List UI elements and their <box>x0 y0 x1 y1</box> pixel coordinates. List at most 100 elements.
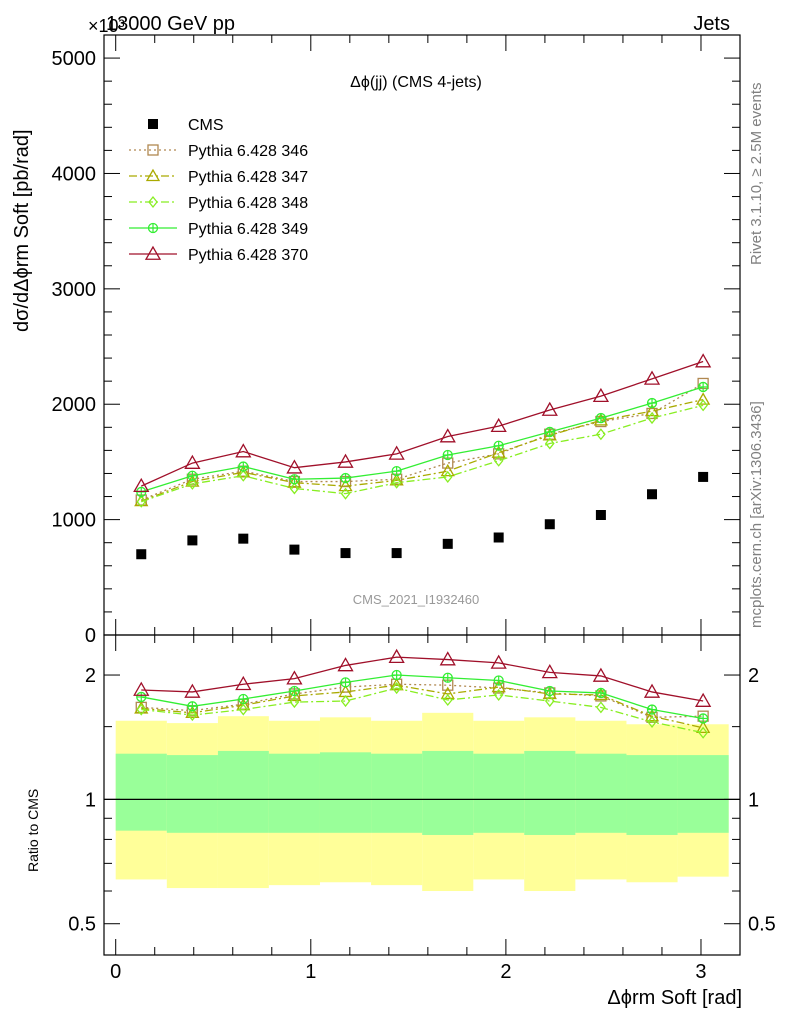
main-point-2-11 <box>696 392 711 405</box>
x-tick-label-3: 3 <box>695 961 706 983</box>
legend: CMS Pythia 6.428 346 Pythia 6.428 347 Pythi… <box>129 117 308 264</box>
ratio-point-4-4 <box>337 657 354 672</box>
main-series-1 <box>135 377 709 506</box>
ratio-point-3-5 <box>391 669 402 681</box>
main-point-0-6 <box>442 538 453 549</box>
ratio-y-tick-label-right-2: 2 <box>748 665 759 687</box>
stat-uncertainty-band-2 <box>217 750 269 833</box>
legend-marker-4 <box>147 222 159 234</box>
ratio-point-1-7 <box>491 679 506 693</box>
main-series-3 <box>136 399 708 508</box>
main-point-2-3 <box>287 475 302 488</box>
legend-marker-0 <box>148 119 158 129</box>
x-tick-label-0: 0 <box>110 961 121 983</box>
main-point-4-9 <box>595 412 607 424</box>
legend-label-5: Pythia 6.428 370 <box>188 247 308 264</box>
main-point-5-0 <box>133 477 150 493</box>
ratio-point-4-0 <box>133 681 150 696</box>
main-point-4-2 <box>238 461 249 472</box>
ratio-point-2-11 <box>698 726 708 739</box>
ratio-point-1-8 <box>542 686 557 700</box>
main-point-2-8 <box>542 428 557 441</box>
main-point-4-4 <box>340 472 351 484</box>
ratio-point-3-4 <box>340 677 351 688</box>
main-point-2-1 <box>185 474 200 487</box>
ratio-y-tick-label-right-0: 0.5 <box>748 914 776 936</box>
main-series-line-3 <box>141 404 704 503</box>
main-point-2-6 <box>440 463 455 477</box>
ratio-point-1-5 <box>389 677 404 691</box>
legend-item-3: Pythia 6.428 348 <box>129 195 308 212</box>
ratio-point-2-2 <box>238 703 249 716</box>
y-tick-label-5: 5000 <box>52 48 97 70</box>
ratio-point-1-6 <box>440 686 455 700</box>
main-point-4-3 <box>289 474 300 485</box>
stat-uncertainty-band-0 <box>115 753 167 831</box>
stat-uncertainty-band-4 <box>319 752 372 833</box>
main-point-5-8 <box>541 401 558 416</box>
analysis-watermark: CMS_2021_I1932460 <box>353 592 480 607</box>
main-point-2-7 <box>491 445 506 458</box>
main-point-5-4 <box>337 453 354 468</box>
main-point-2-2 <box>236 464 251 478</box>
ratio-point-3-9 <box>595 687 607 699</box>
main-point-2-10 <box>644 403 660 417</box>
ratio-point-4-8 <box>541 664 558 679</box>
ratio-point-1-11 <box>696 720 711 733</box>
ratio-series-2 <box>136 682 708 739</box>
stat-uncertainty-band-6 <box>422 750 474 835</box>
legend-item-4: Pythia 6.428 349 <box>129 221 308 238</box>
ratio-point-2-1 <box>187 709 198 722</box>
main-series-0 <box>136 471 709 560</box>
ratio-y-tick-label-0: 0.5 <box>68 914 96 936</box>
legend-item-1: Pythia 6.428 346 <box>129 143 308 160</box>
main-point-4-8 <box>544 426 555 438</box>
main-point-0-4 <box>340 548 351 559</box>
main-point-0-7 <box>493 532 504 543</box>
ratio-point-2-6 <box>442 693 453 707</box>
stat-uncertainty-band-3 <box>268 753 320 833</box>
ratio-point-2-0 <box>136 703 147 716</box>
ratio-y-tick-label-2: 2 <box>85 665 96 687</box>
main-point-4-6 <box>442 449 453 461</box>
main-point-3-7 <box>493 454 504 467</box>
main-series-line-2 <box>141 398 704 502</box>
main-point-3-9 <box>596 428 606 441</box>
legend-marker-1 <box>147 144 159 156</box>
chart-title: Δϕ(jj) (CMS 4-jets) <box>350 74 482 91</box>
main-point-0-2 <box>238 533 249 544</box>
main-point-3-4 <box>340 487 351 500</box>
main-point-0-8 <box>544 519 555 530</box>
legend-item-5: Pythia 6.428 370 <box>129 245 308 264</box>
main-point-5-9 <box>592 387 610 403</box>
main-point-5-11 <box>695 353 712 368</box>
main-point-3-8 <box>544 437 555 450</box>
y-tick-label-4: 4000 <box>52 163 97 185</box>
main-point-0-10 <box>647 489 658 500</box>
energy-label: 13000 GeV pp <box>106 13 235 35</box>
ratio-point-4-7 <box>490 654 507 669</box>
main-point-2-5 <box>389 473 404 486</box>
ratio-point-1-10 <box>644 708 660 722</box>
stat-uncertainty-band-11 <box>677 755 729 833</box>
main-series-2 <box>134 392 711 507</box>
stat-uncertainty-band-7 <box>473 753 525 833</box>
main-point-2-4 <box>338 478 353 492</box>
y-tick-label-3: 3000 <box>52 279 97 301</box>
ratio-series-4 <box>133 648 712 707</box>
ratio-frame <box>103 634 741 956</box>
mcplots-label: mcplots.cern.ch [arXiv:1306.3436] <box>748 401 765 628</box>
ratio-point-4-1 <box>184 683 201 698</box>
main-point-5-2 <box>235 443 252 458</box>
main-point-5-10 <box>643 370 661 385</box>
main-point-3-1 <box>187 477 198 490</box>
main-point-2-9 <box>593 413 609 426</box>
exponent-label: ×10³ <box>88 16 125 36</box>
ratio-point-2-9 <box>596 701 606 714</box>
ratio-point-4-6 <box>439 651 456 666</box>
legend-label-4: Pythia 6.428 349 <box>188 221 308 238</box>
main-point-0-1 <box>187 535 198 546</box>
ratio-point-4-11 <box>695 692 712 707</box>
ratio-point-1-1 <box>185 705 200 718</box>
